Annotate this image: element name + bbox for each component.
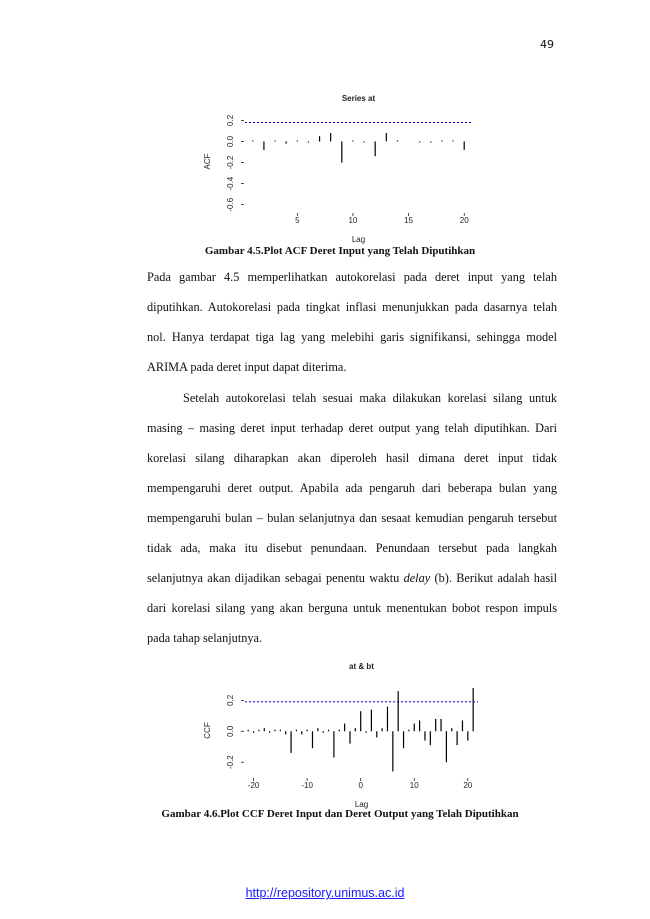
italic-text: delay (403, 571, 431, 585)
x-tick-label: 5 (295, 216, 300, 225)
x-tick-label: 20 (463, 781, 472, 790)
y-axis-label: ACF (203, 153, 212, 169)
paragraph: Pada gambar 4.5 memperlihatkan autokorel… (147, 270, 557, 374)
footer: http://repository.unimus.ac.id (0, 886, 650, 900)
y-tick-label: 0.2 (226, 694, 235, 706)
page-number: 49 (540, 38, 554, 51)
y-tick-label: -0.2 (226, 755, 235, 769)
x-axis-label: Lag (352, 235, 365, 244)
x-tick-label: 10 (410, 781, 419, 790)
paragraph: Setelah autokorelasi telah sesuai maka d… (147, 383, 557, 653)
y-tick-label: 0.0 (226, 135, 235, 147)
x-tick-label: 20 (460, 216, 469, 225)
text: Setelah autokorelasi telah sesuai maka d… (147, 391, 557, 585)
y-tick-label: -0.4 (226, 176, 235, 190)
figure-caption: Gambar 4.5.Plot ACF Deret Input yang Tel… (204, 245, 476, 257)
x-axis-label: Lag (355, 800, 368, 809)
figure-caption: Gambar 4.6.Plot CCF Deret Input dan Dere… (161, 808, 519, 820)
x-tick-label: 0 (358, 781, 363, 790)
x-tick-label: -10 (301, 781, 313, 790)
footer-link[interactable]: http://repository.unimus.ac.id (245, 886, 405, 900)
text: (b). Berikut adalah hasil dari korelasi … (147, 571, 557, 645)
chart-title: Series at (342, 94, 376, 103)
x-tick-label: 15 (404, 216, 413, 225)
x-tick-label: 10 (348, 216, 357, 225)
y-tick-label: -0.2 (226, 155, 235, 169)
y-axis-label: CCF (203, 722, 212, 739)
y-tick-label: 0.2 (226, 114, 235, 126)
chart-title: at & bt (349, 662, 374, 671)
y-tick-label: -0.6 (226, 197, 235, 211)
y-tick-label: 0.0 (226, 725, 235, 737)
x-tick-label: -20 (248, 781, 260, 790)
